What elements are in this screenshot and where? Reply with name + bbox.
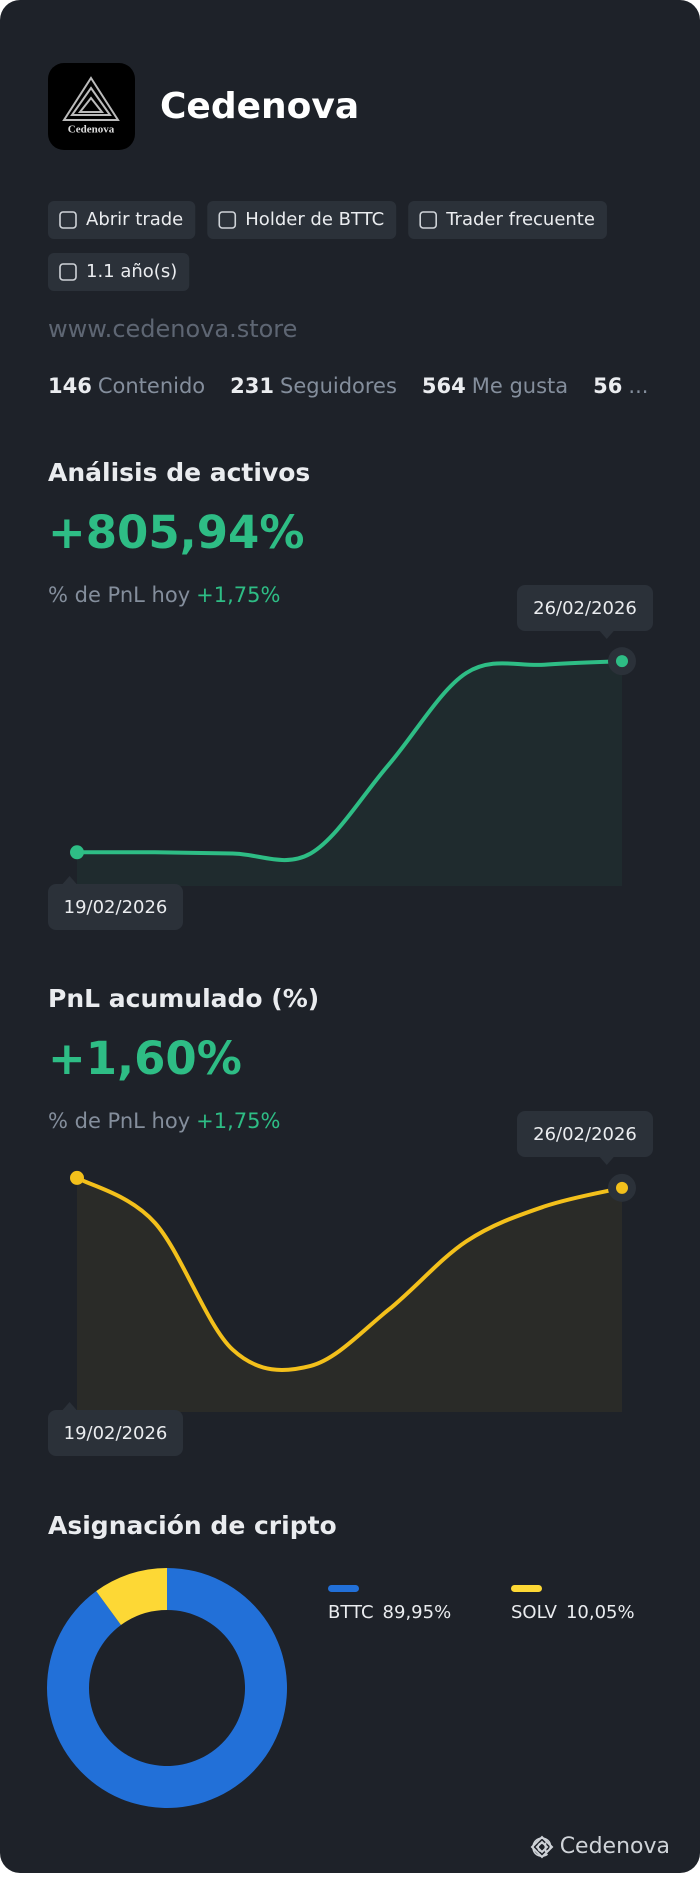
stat-label: Me gusta (472, 374, 568, 398)
tooltip-date: 26/02/2026 (533, 1124, 637, 1145)
start-point (70, 845, 84, 860)
subtitle: % de PnL hoy (48, 583, 190, 607)
line-area (77, 661, 622, 886)
tooltip-date: 26/02/2026 (533, 598, 637, 619)
tag-label: Holder de BTTC (245, 209, 384, 230)
section-title: PnL acumulado (%) (48, 984, 319, 1013)
logo-mark (62, 76, 120, 121)
line (75, 1175, 624, 1372)
tag-background (408, 201, 607, 239)
legend-value: 89,95% (383, 1602, 452, 1623)
stat-label: Contenido (98, 374, 205, 398)
website[interactable]: www.cedenova.store (48, 315, 297, 343)
subtitle: % de PnL hoy (48, 1109, 190, 1133)
tag-background (207, 201, 397, 239)
stat-label: Seguidores (280, 374, 397, 398)
tag-icon (218, 211, 237, 229)
legend-name: BTTC (328, 1602, 374, 1623)
section-title: Análisis de activos (48, 458, 310, 487)
tag-label: Trader frecuente (445, 209, 595, 230)
footer-logo (530, 1835, 554, 1859)
subtitle-value: +1,75% (196, 1109, 280, 1133)
profile-name: Cedenova (160, 86, 359, 127)
stat-value: 146 (48, 374, 92, 398)
tag-icon (419, 211, 438, 229)
tag-icon (59, 263, 77, 281)
tooltip-background (517, 1111, 653, 1157)
tooltip-date: 19/02/2026 (64, 897, 168, 918)
tooltip-arrow (599, 631, 614, 639)
headline-value: +1,60% (48, 1032, 242, 1085)
tag-background (48, 253, 190, 291)
tag-icon (59, 211, 77, 229)
tag[interactable]: 1.1 año(s) (48, 253, 190, 291)
tooltip-date: 19/02/2026 (64, 1423, 168, 1444)
tooltip-arrow (62, 1402, 77, 1410)
tag-label: Abrir trade (86, 209, 183, 230)
end-point (616, 1181, 628, 1194)
start-point (70, 1170, 84, 1185)
tooltip-background (517, 585, 653, 631)
date-tooltip: 19/02/2026 (48, 1402, 183, 1456)
date-tooltip: 26/02/2026 (517, 1111, 653, 1165)
donut-segment (96, 1568, 167, 1626)
footer-text: @ Cedenova (531, 1834, 670, 1859)
line (75, 659, 624, 863)
date-tooltip: 26/02/2026 (517, 585, 653, 639)
tag[interactable]: Holder de BTTC (207, 201, 397, 239)
tag-label: 1.1 año(s) (86, 261, 177, 282)
donut-segment (46, 1568, 287, 1809)
tooltip-background (48, 884, 183, 930)
tooltip-background (48, 1410, 183, 1456)
tag[interactable]: Abrir trade (48, 201, 196, 239)
stat-value: 564 (422, 374, 466, 398)
date-tooltip: 19/02/2026 (48, 876, 183, 930)
stat-value: 56 (593, 374, 622, 398)
legend-name: SOLV (511, 1602, 558, 1623)
tooltip-arrow (599, 1157, 614, 1165)
logo-text: Cedenova (68, 124, 115, 136)
stat-value: 231 (230, 374, 274, 398)
line-area (77, 1177, 622, 1412)
legend-swatch (511, 1585, 542, 1592)
legend-value: 10,05% (566, 1602, 635, 1623)
stat-label: ... (628, 374, 648, 398)
tag-background (48, 201, 196, 239)
tooltip-arrow (62, 876, 77, 884)
logo (48, 63, 135, 150)
legend-swatch (328, 1585, 359, 1592)
end-point (616, 655, 628, 668)
subtitle-value: +1,75% (196, 583, 280, 607)
headline-value: +805,94% (48, 506, 304, 559)
tag[interactable]: Trader frecuente (408, 201, 607, 239)
section-title: Asignación de cripto (48, 1511, 337, 1540)
